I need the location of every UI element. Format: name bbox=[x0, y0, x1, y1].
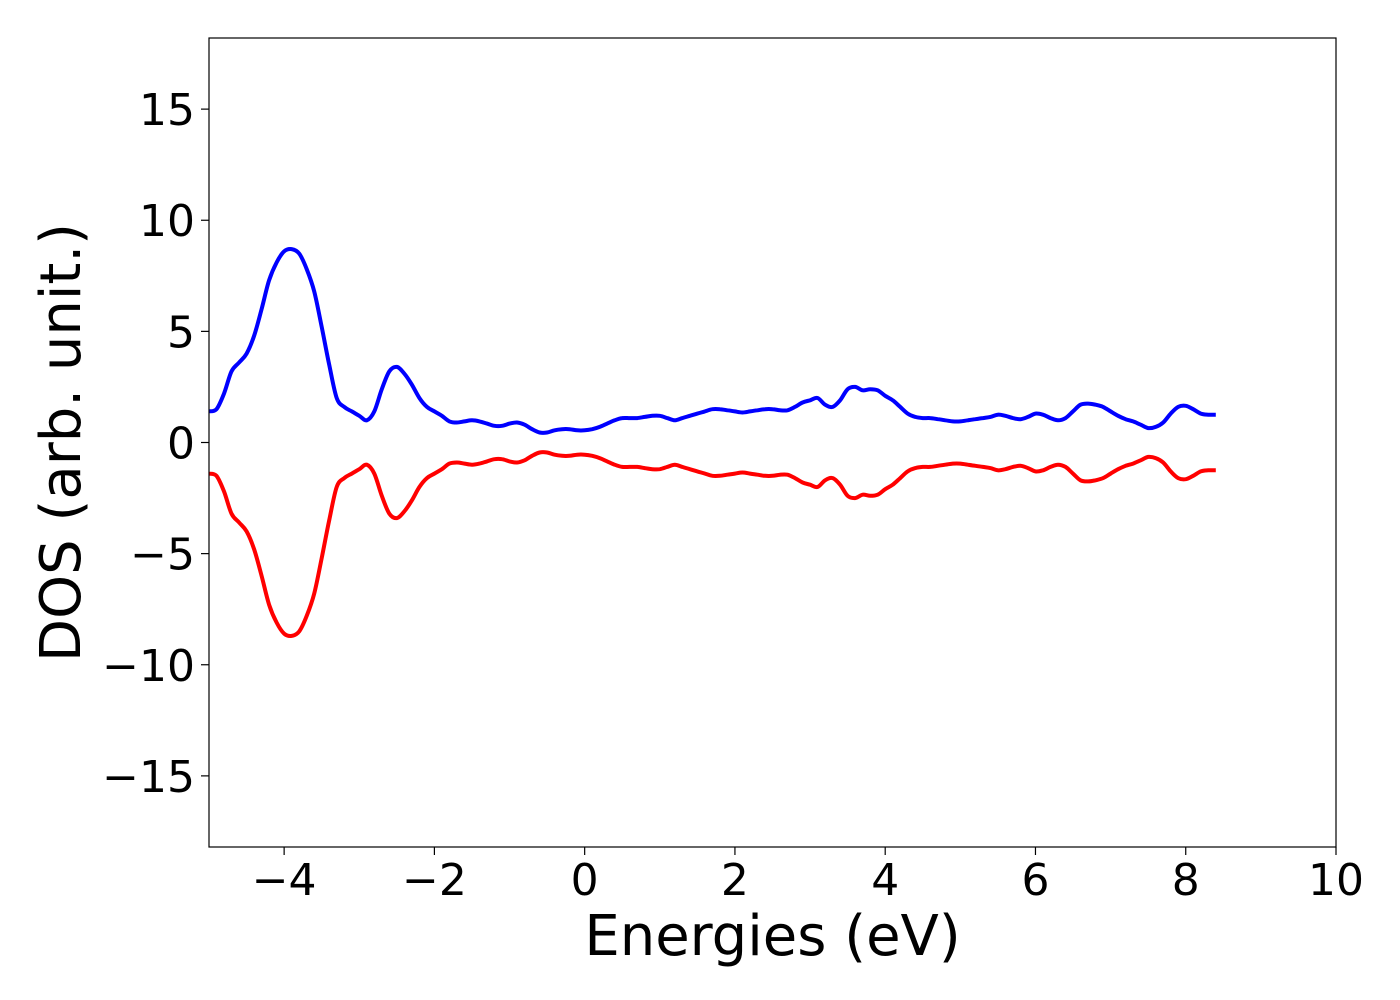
y-axis: −15 −10 −5 0 5 10 15 bbox=[102, 85, 209, 803]
series-line-1 bbox=[209, 247, 1216, 435]
x-axis: −4 −2 0 2 4 6 8 10 bbox=[252, 847, 1364, 906]
y-tick-label: 0 bbox=[167, 419, 195, 470]
plot-area bbox=[209, 247, 1216, 638]
x-tick-label: 10 bbox=[1308, 855, 1364, 906]
y-axis-label: DOS (arb. unit.) bbox=[29, 223, 94, 662]
x-axis-label: Energies (eV) bbox=[584, 904, 960, 969]
y-tick-label: −15 bbox=[102, 752, 195, 803]
y-tick-label: −10 bbox=[102, 641, 195, 692]
y-tick-label: 10 bbox=[139, 196, 195, 247]
y-tick-label: 15 bbox=[139, 85, 195, 136]
y-tick-label: 5 bbox=[167, 307, 195, 358]
x-tick-label: 4 bbox=[871, 855, 899, 906]
plot-frame bbox=[208, 37, 1337, 848]
x-tick-label: 2 bbox=[721, 855, 749, 906]
series-line-2 bbox=[209, 450, 1216, 638]
x-tick-label: 0 bbox=[571, 855, 599, 906]
x-tick-label: 6 bbox=[1021, 855, 1049, 906]
x-tick-label: 8 bbox=[1172, 855, 1200, 906]
y-tick-label: −5 bbox=[130, 530, 195, 581]
x-tick-label: −2 bbox=[402, 855, 467, 906]
x-tick-label: −4 bbox=[252, 855, 317, 906]
